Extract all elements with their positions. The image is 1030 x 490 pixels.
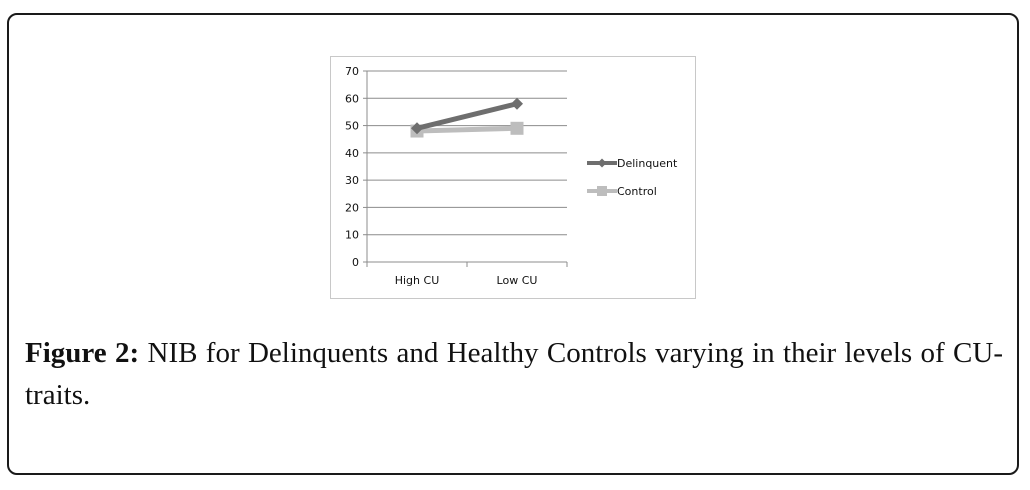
y-tick-label: 40 [345, 147, 359, 160]
data-point-marker [411, 122, 423, 135]
legend-label: Control [617, 185, 657, 198]
y-tick-label: 60 [345, 92, 359, 105]
legend-label: Delinquent [617, 157, 678, 170]
figure-caption: Figure 2: NIB for Delinquents and Health… [25, 332, 1003, 416]
y-tick-label: 20 [345, 201, 359, 214]
data-point-marker [597, 158, 607, 168]
y-tick-label: 0 [352, 256, 359, 269]
y-tick-label: 30 [345, 174, 359, 187]
data-point-marker [511, 97, 523, 110]
series-line [416, 125, 518, 134]
figure-label: Figure 2: [25, 337, 140, 369]
line-chart: 0 10 20 30 40 50 60 70 High CU Low CU Delinquent Co… [345, 65, 678, 287]
y-tick-label: 10 [345, 229, 359, 242]
x-tick-label: Low CU [497, 274, 538, 287]
x-tick-label: High CU [395, 274, 440, 287]
y-tick-label: 50 [345, 120, 359, 133]
series-line [416, 101, 518, 131]
y-tick-label: 70 [345, 65, 359, 78]
chart-area: 0 10 20 30 40 50 60 70 High CU Low CU Delinquent Co… [330, 56, 696, 299]
figure-caption-text: NIB for Delinquents and Healthy Controls… [25, 337, 1003, 411]
figure-frame [7, 13, 1019, 475]
data-point-marker [597, 186, 607, 196]
data-point-marker [510, 121, 524, 135]
